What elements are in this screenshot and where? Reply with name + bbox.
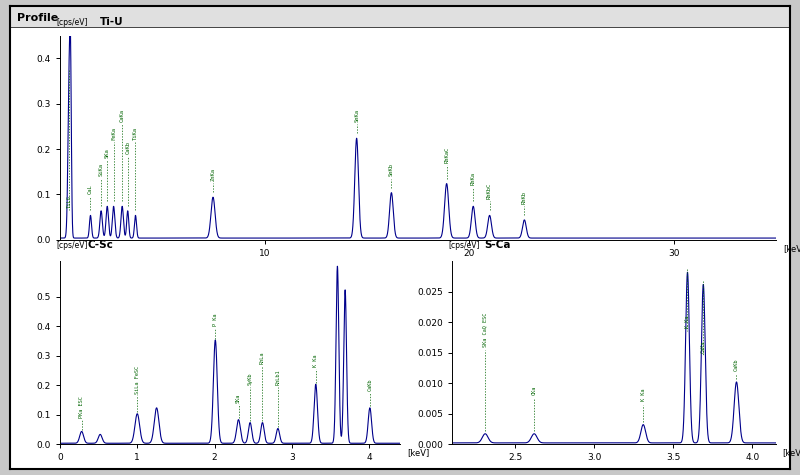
Text: SnKb: SnKb bbox=[389, 163, 394, 176]
Text: CaKb: CaKb bbox=[367, 379, 372, 391]
Text: CaL: CaL bbox=[88, 185, 93, 194]
Text: RhKb: RhKb bbox=[522, 190, 527, 204]
Text: K Ka: K Ka bbox=[314, 355, 318, 368]
Text: [keV]: [keV] bbox=[407, 448, 429, 457]
Text: [keV]: [keV] bbox=[782, 448, 800, 457]
Text: TiKa: TiKa bbox=[133, 127, 138, 140]
Text: Ti-U: Ti-U bbox=[99, 18, 123, 28]
Text: SiKa: SiKa bbox=[98, 163, 104, 176]
Text: CaKa: CaKa bbox=[120, 109, 125, 122]
Text: ZnKa: ZnKa bbox=[210, 168, 215, 181]
Text: [cps/eV]: [cps/eV] bbox=[57, 241, 88, 250]
Text: [cps/eV]: [cps/eV] bbox=[449, 241, 480, 250]
Text: K Ka: K Ka bbox=[685, 316, 690, 328]
Text: RhKaC: RhKaC bbox=[444, 146, 449, 163]
Text: CaKa: CaKa bbox=[701, 340, 706, 352]
Text: [keV]: [keV] bbox=[783, 244, 800, 253]
Text: CaKb: CaKb bbox=[126, 141, 130, 153]
Text: C-Sc: C-Sc bbox=[87, 240, 113, 250]
Text: CaKb: CaKb bbox=[734, 359, 739, 371]
Bar bbox=[10, 6, 790, 27]
Text: CKa: CKa bbox=[532, 386, 537, 395]
Text: SiLa FeSC: SiLa FeSC bbox=[134, 366, 140, 394]
Text: K Ka: K Ka bbox=[641, 389, 646, 401]
Text: FeKa: FeKa bbox=[111, 127, 116, 140]
Text: TiLG: TiLG bbox=[66, 195, 72, 208]
Text: SKa: SKa bbox=[236, 393, 241, 403]
Text: RhLa: RhLa bbox=[260, 352, 265, 364]
Text: RhKa: RhKa bbox=[470, 172, 476, 185]
Text: SnKa: SnKa bbox=[354, 109, 359, 122]
Text: S-Ca: S-Ca bbox=[485, 240, 511, 250]
Text: SKa CaQ ESC: SKa CaQ ESC bbox=[482, 312, 488, 347]
Text: RhKbC: RhKbC bbox=[487, 183, 492, 199]
FancyBboxPatch shape bbox=[10, 24, 790, 469]
Text: RhLb1: RhLb1 bbox=[275, 370, 281, 385]
Text: P Ka: P Ka bbox=[213, 314, 218, 326]
Text: [cps/eV]: [cps/eV] bbox=[57, 19, 88, 28]
Text: PKa ESC: PKa ESC bbox=[79, 396, 84, 418]
Text: SKa: SKa bbox=[105, 148, 110, 158]
Text: SyKb: SyKb bbox=[247, 372, 253, 385]
Text: Profile: Profile bbox=[18, 13, 58, 23]
